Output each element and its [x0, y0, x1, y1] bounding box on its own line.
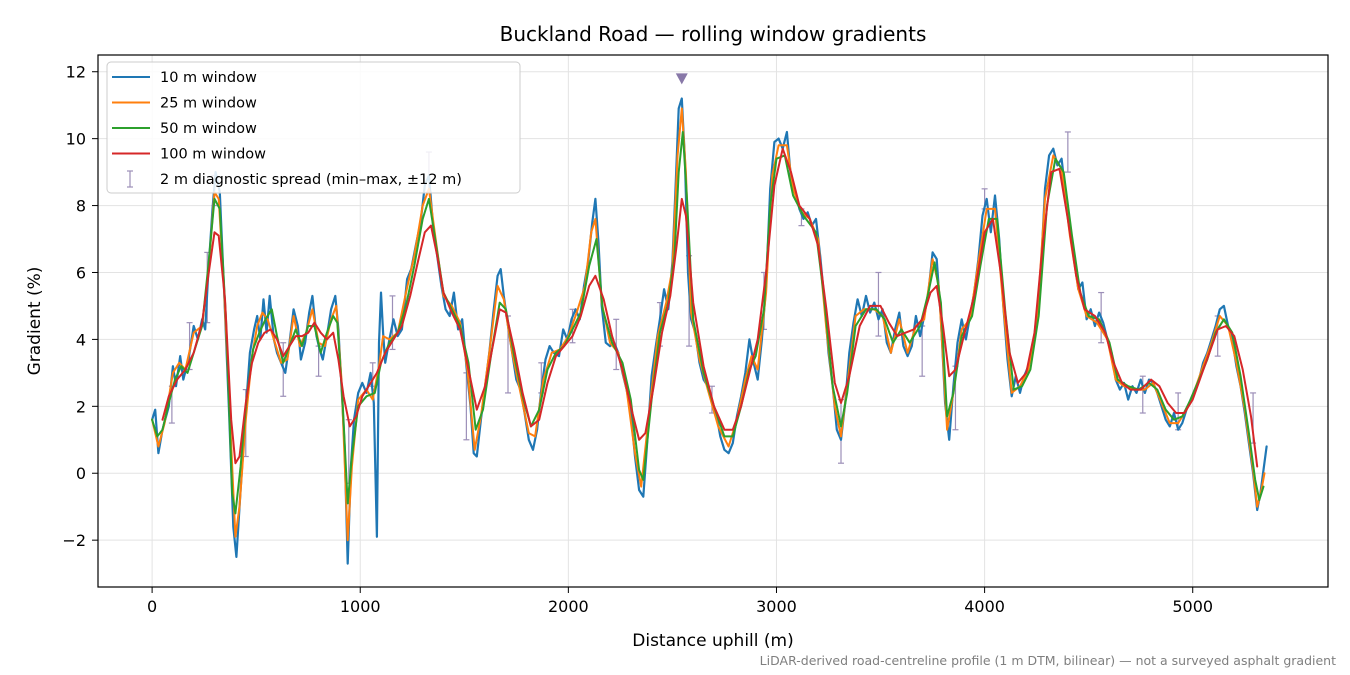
- x-axis-label: Distance uphill (m): [632, 631, 793, 651]
- diagnostic-errorbar: [1139, 375, 1146, 414]
- legend-item-w25: 25 m window: [112, 96, 257, 112]
- plot-frame: [97, 54, 1329, 588]
- legend-label: 100 m window: [160, 147, 266, 163]
- x-tick-label: 4000: [964, 597, 1005, 616]
- y-tick-label: 10: [66, 130, 86, 149]
- legend-item-w10: 10 m window: [112, 70, 257, 86]
- y-tick-label: 8: [76, 197, 86, 216]
- x-tick-label: 5000: [1172, 597, 1213, 616]
- chart-title: Buckland Road — rolling window gradients: [500, 22, 927, 46]
- series-line-w50: [151, 131, 1265, 515]
- legend-label: 25 m window: [160, 96, 257, 112]
- x-tick-label: 0: [147, 597, 157, 616]
- y-tick-label: 0: [76, 464, 86, 483]
- legend-item-diagnostic: 2 m diagnostic spread (min–max, ±12 m): [127, 170, 462, 188]
- diagnostic-errorbar: [613, 318, 620, 371]
- x-tick-label: 3000: [756, 597, 797, 616]
- x-tick-label: 1000: [340, 597, 381, 616]
- y-tick-label: 6: [76, 263, 86, 282]
- y-axis-label: Gradient (%): [25, 267, 45, 376]
- footnote: LiDAR-derived road-centreline profile (1…: [760, 653, 1336, 668]
- x-tick-label: 2000: [548, 597, 589, 616]
- y-tick-label: 2: [76, 397, 86, 416]
- y-tick-label: −2: [62, 531, 86, 550]
- legend: 10 m window 25 m window 50 m window 100 m w…: [106, 61, 521, 194]
- diagnostic-errorbar: [875, 271, 882, 337]
- legend-label: 10 m window: [160, 70, 257, 86]
- diagnostic-errorbar: [1064, 131, 1071, 173]
- y-tick-label: 12: [66, 63, 86, 82]
- y-tick-label: 4: [76, 330, 86, 349]
- legend-label: 2 m diagnostic spread (min–max, ±12 m): [160, 172, 462, 188]
- legend-item-w50: 50 m window: [112, 121, 257, 137]
- peak-marker: [675, 73, 688, 85]
- plot-area: [151, 73, 1268, 565]
- legend-box: [106, 61, 521, 194]
- legend-label: 50 m window: [160, 121, 257, 137]
- axis-ticks: 0 1000 2000 3000 4000 5000 −2 0 2 4 6 8 10 12: [62, 63, 1213, 616]
- legend-item-w100: 100 m window: [112, 147, 266, 163]
- series-line-w100: [161, 147, 1259, 468]
